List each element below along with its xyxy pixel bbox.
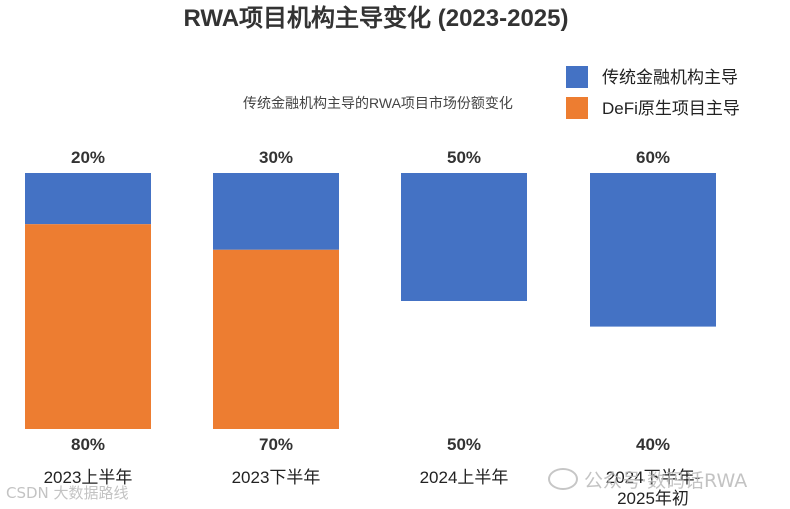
- label-traditional-3: 50%: [447, 148, 481, 167]
- chart-title: RWA项目机构主导变化 (2023-2025): [184, 4, 569, 32]
- plot-area: 20% 80% 2023上半年 30% 70% 2023下半年 50% 50% 2024上半年 6…: [25, 148, 716, 508]
- wechat-icon: [548, 468, 578, 490]
- watermark-left: CSDN 大数据路线: [6, 484, 129, 502]
- bar-traditional-4: [590, 173, 716, 327]
- category-label-4-1: 2024下半年-: [606, 468, 700, 487]
- chart-subtitle: 传统金融机构主导的RWA项目市场份额变化: [243, 95, 513, 111]
- bar-traditional-1: [25, 173, 151, 225]
- bar-defi-1: [25, 224, 151, 429]
- label-defi-2: 70%: [259, 435, 293, 454]
- label-traditional-1: 20%: [71, 148, 105, 167]
- label-defi-1: 80%: [71, 435, 105, 454]
- watermark-right: 公众号·数码话RWA: [548, 466, 747, 493]
- legend-swatch-defi: [566, 97, 588, 119]
- bar-defi-2: [213, 249, 339, 429]
- category-label-1-1: 2023上半年: [44, 468, 133, 487]
- label-traditional-2: 30%: [259, 148, 293, 167]
- legend-label-defi: DeFi原生项目主导: [602, 99, 740, 118]
- bar-traditional-2: [213, 173, 339, 250]
- category-label-4-2: 2025年初: [617, 489, 689, 508]
- bar-traditional-3: [401, 173, 527, 301]
- label-defi-3: 50%: [447, 435, 481, 454]
- label-defi-4: 40%: [636, 435, 670, 454]
- legend: 传统金融机构主导 DeFi原生项目主导: [566, 66, 740, 119]
- category-label-3-1: 2024上半年: [420, 468, 509, 487]
- legend-label-traditional: 传统金融机构主导: [602, 68, 738, 87]
- legend-swatch-traditional: [566, 66, 588, 88]
- category-label-2-1: 2023下半年: [232, 468, 321, 487]
- label-traditional-4: 60%: [636, 148, 670, 167]
